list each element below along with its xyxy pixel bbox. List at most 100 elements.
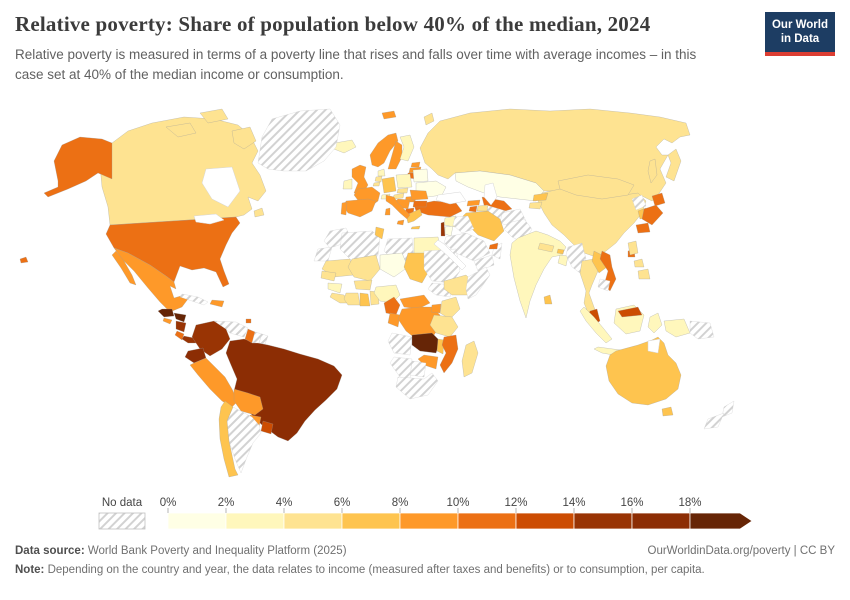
country-car[interactable] [399,294,431,310]
country-netherlands[interactable] [374,175,383,183]
country-israel[interactable] [440,221,446,237]
country-mongolia[interactable] [557,174,635,200]
country-norway[interactable] [369,132,399,168]
country-angola[interactable] [387,332,413,356]
legend-bin[interactable] [167,512,227,530]
country-italy-sicily[interactable] [396,219,405,226]
country-sumatra[interactable] [579,306,613,344]
country-el-salvador[interactable] [162,317,173,325]
country-east-malaysia[interactable] [617,306,643,318]
country-svalbard[interactable] [381,110,397,120]
country-greece[interactable] [405,208,423,224]
country-nz-south[interactable] [703,412,725,430]
country-kenya[interactable] [439,296,461,320]
country-greenland[interactable] [257,108,341,172]
country-nicaragua[interactable] [175,320,187,333]
country-chile[interactable] [218,400,239,478]
legend-bin[interactable] [689,512,753,530]
country-philippines-mindanao[interactable] [637,268,651,280]
country-romania[interactable] [409,189,429,201]
country-canada-newfoundland[interactable] [253,207,265,218]
country-philippines-visayas[interactable] [633,258,645,268]
country-alaska[interactable] [43,136,113,198]
country-india[interactable] [509,230,567,319]
country-mexico-baja[interactable] [111,250,137,286]
country-finland[interactable] [399,134,415,162]
country-madagascar[interactable] [461,340,479,378]
country-tajikistan[interactable] [528,201,543,210]
country-russia-kamchatka[interactable] [665,148,682,182]
country-jordan[interactable] [444,225,454,237]
country-uae[interactable] [488,242,499,250]
country-japan-kyushu[interactable] [635,222,651,234]
country-canada-baffin[interactable] [231,126,257,150]
country-iceland[interactable] [333,139,357,154]
country-ivory-coast[interactable] [343,292,361,306]
country-congo[interactable] [387,312,401,328]
country-ghana[interactable] [359,292,371,307]
country-tunisia[interactable] [374,226,385,240]
no-data-swatch[interactable] [98,512,146,530]
country-venezuela[interactable] [213,320,249,338]
country-north-korea[interactable] [631,194,647,211]
legend-bin[interactable] [631,512,691,530]
country-honduras[interactable] [173,312,187,323]
attribution-link[interactable]: OurWorldinData.org/poverty | CC BY [647,545,835,557]
country-uruguay[interactable] [260,420,274,435]
country-guinea[interactable] [327,282,343,294]
legend-bin[interactable] [573,512,633,530]
country-mozambique[interactable] [439,334,459,374]
country-western-sahara[interactable] [313,246,333,262]
legend-bin[interactable] [515,512,575,530]
country-sulawesi[interactable] [647,312,663,334]
country-poland[interactable] [395,173,413,189]
country-guatemala[interactable] [157,308,175,318]
country-tasmania[interactable] [661,406,674,417]
country-australia[interactable] [605,336,682,406]
country-bangladesh[interactable] [557,254,569,267]
country-philippines-luzon[interactable] [627,240,639,256]
country-georgia[interactable] [466,199,481,207]
country-usa-hawaii[interactable] [19,256,29,264]
country-uganda[interactable] [430,303,442,314]
country-namibia[interactable] [389,356,413,380]
country-trinidad[interactable] [245,318,252,324]
country-italy-sardinia[interactable] [384,207,391,216]
country-estonia[interactable] [410,161,421,168]
owid-logo[interactable]: Our World in Data [765,12,835,56]
country-yemen[interactable] [473,254,495,272]
legend-bin[interactable] [225,512,285,530]
country-canada-island2[interactable] [199,108,229,124]
country-laos[interactable] [591,250,608,274]
country-germany[interactable] [381,176,397,194]
country-cameroon[interactable] [383,296,401,316]
country-zambia[interactable] [411,332,441,354]
country-zimbabwe[interactable] [417,354,439,370]
country-belarus[interactable] [412,168,429,183]
country-nepal[interactable] [537,242,555,253]
country-armenia[interactable] [468,205,478,213]
country-somalia[interactable] [465,266,491,300]
country-italy[interactable] [385,194,411,220]
country-kyrgyzstan[interactable] [532,192,549,202]
country-saudi-arabia[interactable] [443,232,491,262]
country-sri-lanka[interactable] [543,294,553,305]
country-portugal[interactable] [340,201,348,216]
country-malawi[interactable] [436,338,445,355]
country-japan-hokkaido[interactable] [651,192,666,207]
country-iraq[interactable] [452,215,475,234]
legend-color-scale[interactable]: 0% 2% 4% 6% 8% 10% 12% 14% 16% 18% [160,497,753,530]
country-spain[interactable] [343,198,377,218]
legend-bin[interactable] [283,512,343,530]
country-peru[interactable] [189,357,239,408]
country-burkina-faso[interactable] [353,279,373,291]
legend-bin[interactable] [399,512,459,530]
country-png[interactable] [689,320,715,340]
country-canada-island1[interactable] [165,122,197,138]
legend-bin[interactable] [341,512,401,530]
country-botswana[interactable] [409,360,427,378]
country-japan-honshu[interactable] [641,204,664,226]
country-mali[interactable] [347,254,381,282]
country-bolivia[interactable] [233,388,264,416]
country-denmark[interactable] [377,168,386,177]
